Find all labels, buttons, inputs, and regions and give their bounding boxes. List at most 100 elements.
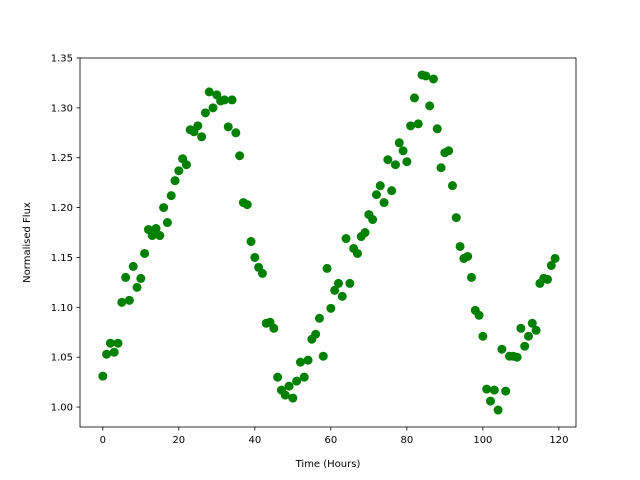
data-point [409, 93, 419, 103]
data-point [292, 376, 302, 386]
data-point [105, 338, 115, 348]
x-tick-label: 40 [248, 435, 261, 446]
data-point [159, 203, 169, 213]
data-point [314, 313, 324, 323]
data-point [368, 215, 378, 225]
data-point [474, 310, 484, 320]
data-point [527, 318, 537, 328]
x-tick-label: 20 [172, 435, 185, 446]
data-point [444, 146, 454, 156]
data-point [311, 329, 321, 339]
data-point [466, 272, 476, 282]
data-point [250, 252, 260, 262]
data-point [516, 323, 526, 333]
data-point [398, 146, 408, 156]
data-point [132, 282, 142, 292]
data-point [383, 155, 393, 165]
data-point [337, 291, 347, 301]
data-point [421, 71, 431, 81]
x-tick-label: 80 [400, 435, 413, 446]
data-point [379, 198, 389, 208]
data-point [550, 253, 560, 263]
data-point [390, 160, 400, 170]
data-point [428, 74, 438, 84]
data-point [375, 181, 385, 191]
data-point [520, 341, 530, 351]
x-tick-label: 60 [324, 435, 337, 446]
data-point [170, 176, 180, 186]
data-point [531, 325, 541, 335]
x-axis-ticks: 0 20 40 60 80 100 120 [100, 427, 568, 446]
y-tick-label: 1.05 [51, 353, 73, 364]
y-tick-label: 1.20 [51, 203, 73, 214]
data-point [447, 181, 457, 191]
data-point [109, 347, 119, 357]
x-tick-label: 100 [473, 435, 492, 446]
data-point [413, 119, 423, 129]
data-point [546, 260, 556, 270]
data-point [542, 274, 552, 284]
data-point [478, 331, 488, 341]
data-point [425, 101, 435, 111]
data-point [455, 241, 465, 251]
data-point [284, 381, 294, 391]
data-point [124, 295, 134, 305]
data-point [193, 121, 203, 131]
data-point [113, 338, 123, 348]
data-point [273, 372, 283, 382]
data-point [181, 160, 191, 170]
data-point [341, 234, 351, 244]
y-tick-label: 1.35 [51, 54, 73, 65]
data-point [432, 124, 442, 134]
data-point [242, 200, 252, 210]
data-point [303, 355, 313, 365]
x-tick-label: 0 [100, 435, 106, 446]
data-point [482, 384, 492, 394]
data-point [345, 278, 355, 288]
x-axis-label: Time (Hours) [295, 459, 361, 470]
axes-frame [79, 57, 577, 428]
data-point [523, 331, 533, 341]
data-point [147, 231, 157, 241]
data-point [219, 95, 229, 105]
data-point [295, 357, 305, 367]
data-point [489, 385, 499, 395]
data-point [235, 151, 245, 161]
data-point [140, 248, 150, 258]
data-point [246, 237, 256, 247]
data-point [512, 352, 522, 362]
data-point [102, 349, 112, 359]
y-tick-label: 1.15 [51, 253, 73, 264]
data-point [155, 231, 165, 241]
data-point [402, 157, 412, 167]
data-point [280, 390, 290, 400]
data-point [299, 372, 309, 382]
data-point [223, 122, 233, 132]
data-point [208, 103, 218, 113]
data-point [394, 138, 404, 148]
data-point [204, 87, 214, 97]
data-point [326, 303, 336, 313]
data-points [98, 70, 560, 415]
y-axis-ticks: 1.00 1.05 1.10 1.15 1.20 1.25 1.30 1.35 [51, 54, 80, 414]
data-point [200, 108, 210, 118]
data-point [257, 268, 267, 278]
data-point [121, 272, 131, 282]
data-point [227, 95, 237, 105]
y-axis-label: Normalised Flux [22, 202, 33, 283]
data-point [288, 393, 298, 403]
data-point [463, 251, 473, 261]
data-point [352, 248, 362, 258]
data-point [436, 163, 446, 173]
data-point [501, 386, 511, 396]
data-point [174, 166, 184, 176]
y-tick-label: 1.30 [51, 103, 73, 114]
data-point [269, 323, 279, 333]
data-point [151, 224, 161, 234]
data-point [387, 186, 397, 196]
data-point [406, 121, 416, 131]
data-point [98, 371, 108, 381]
data-point [497, 344, 507, 354]
